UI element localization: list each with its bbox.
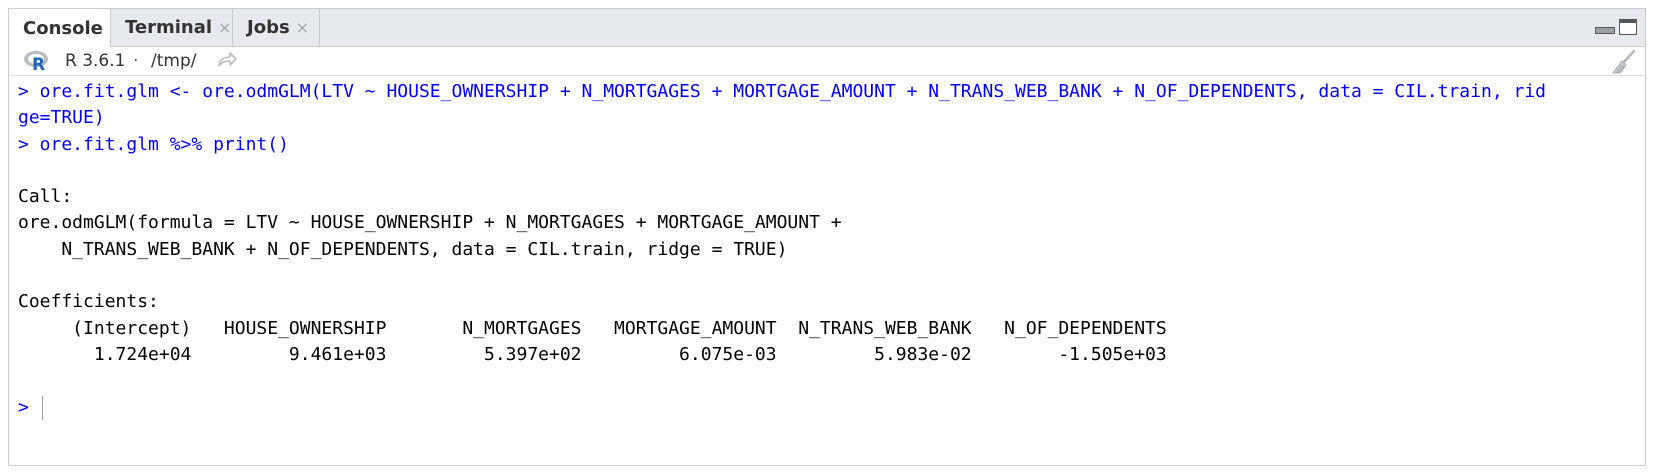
r-logo-icon: R: [24, 51, 48, 72]
tab-console-label: Console: [23, 17, 103, 39]
tab-terminal[interactable]: Terminal ×: [111, 9, 233, 46]
blank-line: [18, 368, 1645, 394]
close-icon[interactable]: ×: [218, 18, 232, 37]
call-text-line: N_TRANS_WEB_BANK + N_OF_DEPENDENTS, data…: [18, 238, 788, 260]
minimize-pane-icon[interactable]: [1595, 19, 1615, 35]
pane-window-controls: [1595, 19, 1637, 35]
go-to-directory-icon[interactable]: [216, 51, 238, 69]
coefficients-header: Coefficients:: [18, 291, 159, 313]
maximize-pane-icon[interactable]: [1619, 19, 1637, 35]
blank-line: [18, 158, 1645, 184]
prompt-symbol: >: [18, 396, 29, 418]
console-pane: Console Terminal × Jobs × R R 3.6.1 · /t…: [8, 8, 1646, 466]
tab-jobs[interactable]: Jobs ×: [233, 9, 320, 46]
command-line-continuation: ge=TRUE): [18, 107, 105, 129]
clear-console-broom-icon[interactable]: [1611, 49, 1637, 75]
svg-text:R: R: [32, 55, 45, 72]
tab-console[interactable]: Console: [9, 9, 111, 47]
text-caret: [41, 395, 43, 420]
r-version-label: R 3.6.1: [65, 51, 126, 71]
coefficient-values-row: 1.724e+04 9.461e+03 5.397e+02 6.075e-03 …: [18, 343, 1167, 365]
tab-bar: Console Terminal × Jobs ×: [9, 9, 1645, 47]
blank-line: [18, 263, 1645, 289]
coefficient-names-row: (Intercept) HOUSE_OWNERSHIP N_MORTGAGES …: [18, 317, 1167, 339]
command-line: > ore.fit.glm <- ore.odmGLM(LTV ~ HOUSE_…: [18, 81, 1547, 102]
console-info-bar: R R 3.6.1 · /tmp/: [9, 47, 1645, 76]
working-directory[interactable]: /tmp/: [151, 51, 197, 71]
close-icon[interactable]: ×: [295, 18, 310, 37]
info-separator: ·: [133, 51, 139, 71]
console-input-line[interactable]: >: [18, 395, 1645, 421]
call-header: Call:: [18, 186, 73, 208]
tab-jobs-label: Jobs: [247, 17, 290, 38]
console-output[interactable]: > ore.fit.glm <- ore.odmGLM(LTV ~ HOUSE_…: [9, 76, 1645, 468]
command-line: > ore.fit.glm %>% print(): [18, 133, 289, 155]
call-text-line: ore.odmGLM(formula = LTV ~ HOUSE_OWNERSH…: [18, 212, 842, 234]
tab-terminal-label: Terminal: [125, 17, 213, 38]
